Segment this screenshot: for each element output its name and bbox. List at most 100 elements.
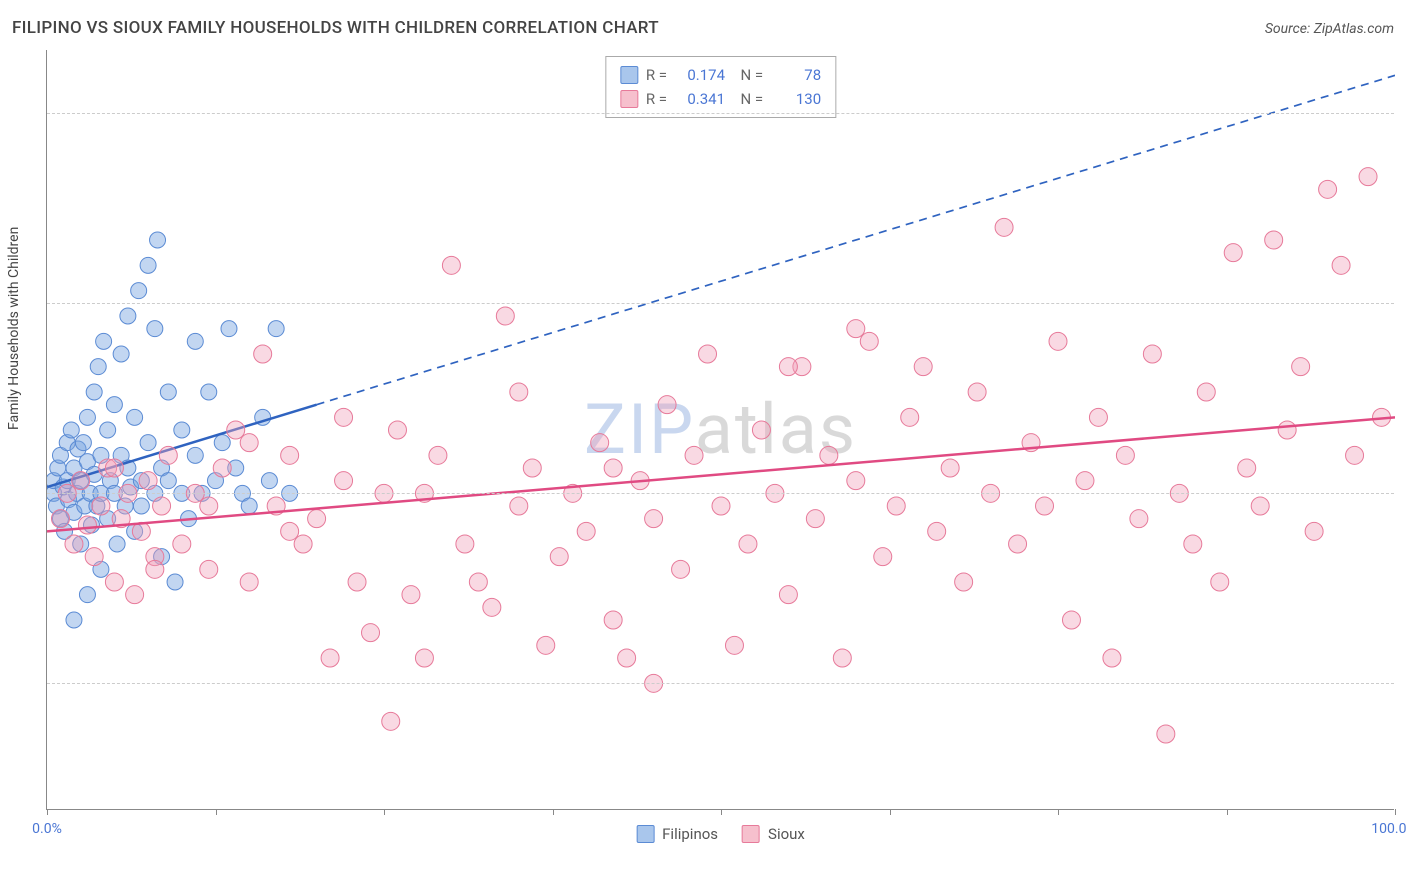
data-point — [1184, 535, 1202, 553]
legend-swatch — [620, 90, 638, 108]
data-point — [254, 345, 272, 363]
bottom-legend-label: Filipinos — [662, 825, 718, 843]
data-point — [167, 574, 183, 590]
xtick — [1058, 809, 1059, 815]
data-point — [79, 409, 95, 425]
title-bar: FILIPINO VS SIOUX FAMILY HOUSEHOLDS WITH… — [12, 18, 1394, 38]
legend-swatch — [742, 825, 760, 843]
y-axis-label: Family Households with Children — [6, 227, 22, 430]
data-point — [1143, 345, 1161, 363]
data-point — [1319, 180, 1337, 198]
data-point — [105, 573, 123, 591]
data-point — [131, 283, 147, 299]
legend-row: R =0.341 N =130 — [620, 87, 821, 111]
data-point — [140, 257, 156, 273]
data-point — [699, 345, 717, 363]
data-point — [901, 408, 919, 426]
x-right-label: 100.0% — [1371, 821, 1406, 837]
data-point — [941, 459, 959, 477]
data-point — [1211, 573, 1229, 591]
data-point — [833, 649, 851, 667]
data-point — [79, 587, 95, 603]
data-point — [126, 586, 144, 604]
data-point — [227, 421, 245, 439]
data-point — [968, 383, 986, 401]
gridline-h — [47, 683, 1394, 684]
data-point — [550, 548, 568, 566]
legend-row: R =0.174 N =78 — [620, 63, 821, 87]
data-point — [523, 459, 541, 477]
legend-r-label: R = — [646, 87, 667, 111]
data-point — [200, 497, 218, 515]
data-point — [429, 446, 447, 464]
data-point — [100, 422, 116, 438]
data-point — [1089, 408, 1107, 426]
data-point — [66, 612, 82, 628]
data-point — [779, 586, 797, 604]
data-point — [995, 218, 1013, 236]
data-point — [469, 573, 487, 591]
data-point — [85, 548, 103, 566]
data-point — [874, 548, 892, 566]
gridline-h — [47, 493, 1394, 494]
data-point — [618, 649, 636, 667]
plot-area: ZIPatlas 0.0% 100.0% R =0.174 N =78R =0.… — [46, 50, 1394, 810]
data-point — [214, 435, 230, 451]
data-point — [240, 434, 258, 452]
data-point — [510, 383, 528, 401]
data-point — [1062, 611, 1080, 629]
data-point — [1130, 510, 1148, 528]
data-point — [268, 321, 284, 337]
data-point — [1197, 383, 1215, 401]
data-point — [113, 346, 129, 362]
data-point — [1224, 244, 1242, 262]
data-point — [382, 712, 400, 730]
data-point — [1116, 446, 1134, 464]
legend-r-label: R = — [646, 63, 667, 87]
xtick — [47, 809, 48, 815]
data-point — [96, 333, 112, 349]
data-point — [672, 560, 690, 578]
data-point — [86, 384, 102, 400]
data-point — [213, 459, 231, 477]
data-point — [187, 447, 203, 463]
data-point — [496, 307, 514, 325]
legend-top: R =0.174 N =78R =0.341 N =130 — [605, 56, 836, 118]
gridline-h — [47, 303, 1394, 304]
data-point — [1332, 256, 1350, 274]
xtick — [216, 809, 217, 815]
data-point — [139, 472, 157, 490]
data-point — [348, 573, 366, 591]
data-point — [160, 473, 176, 489]
data-point — [928, 522, 946, 540]
data-point — [362, 624, 380, 642]
data-point — [321, 649, 339, 667]
xtick — [384, 809, 385, 815]
data-point — [955, 573, 973, 591]
xtick — [1395, 809, 1396, 815]
data-point — [645, 510, 663, 528]
data-point — [92, 497, 110, 515]
data-point — [335, 472, 353, 490]
data-point — [388, 421, 406, 439]
data-point — [1036, 497, 1054, 515]
data-point — [221, 321, 237, 337]
data-point — [133, 498, 149, 514]
data-point — [1049, 332, 1067, 350]
data-point — [685, 446, 703, 464]
data-point — [241, 498, 257, 514]
data-point — [173, 535, 191, 553]
xtick — [553, 809, 554, 815]
data-point — [1359, 168, 1377, 186]
data-point — [847, 472, 865, 490]
data-point — [712, 497, 730, 515]
data-point — [847, 320, 865, 338]
data-point — [174, 422, 190, 438]
data-point — [914, 358, 932, 376]
data-point — [537, 636, 555, 654]
data-point — [510, 497, 528, 515]
xtick — [1227, 809, 1228, 815]
data-point — [442, 256, 460, 274]
data-point — [147, 321, 163, 337]
data-point — [1238, 459, 1256, 477]
